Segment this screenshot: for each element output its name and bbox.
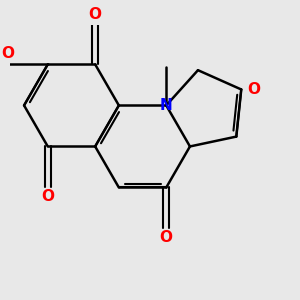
Text: O: O bbox=[89, 7, 102, 22]
Text: O: O bbox=[247, 82, 260, 97]
Text: O: O bbox=[1, 46, 14, 62]
Text: N: N bbox=[160, 98, 172, 113]
Text: O: O bbox=[41, 189, 54, 204]
Text: O: O bbox=[160, 230, 173, 245]
